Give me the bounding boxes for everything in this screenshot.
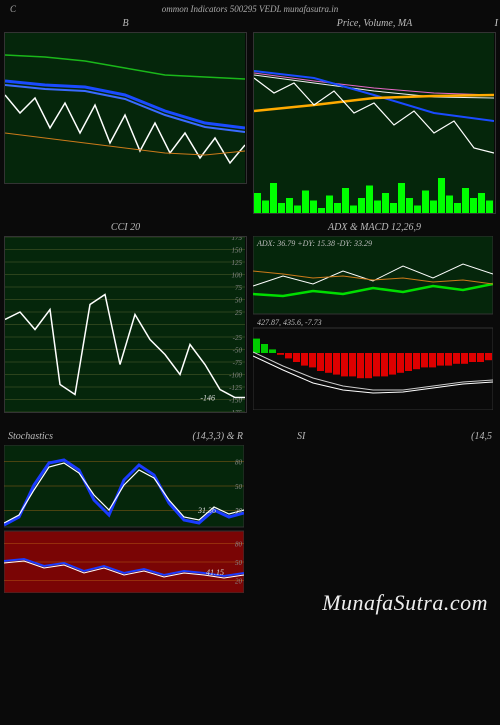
panel-price — [253, 32, 496, 214]
panel-price-title: Price, Volume, MA — [253, 18, 496, 30]
panel-stoch: 20508031.362020508041.15 — [4, 445, 247, 593]
panel-b — [4, 32, 247, 184]
panel-cci-wrap: CCI 20 -175-150-125-100-75-50-2525507510… — [4, 222, 247, 413]
svg-text:80: 80 — [235, 458, 243, 466]
chart-b-svg — [5, 33, 245, 183]
svg-text:20: 20 — [235, 507, 243, 515]
chart-stoch-svg: 20508031.362020508041.15 — [4, 445, 244, 593]
svg-text:-75: -75 — [233, 359, 243, 367]
svg-text:427.87, 435.6, -7.73: 427.87, 435.6, -7.73 — [257, 318, 322, 327]
svg-text:-25: -25 — [233, 334, 243, 342]
page-header: C ommon Indicators 500295 VEDL munafasut… — [0, 0, 500, 18]
stoch-title-right: (14,3,3) & R — [192, 431, 243, 443]
watermark: MunafaSutra.com — [322, 590, 488, 616]
svg-text:150: 150 — [232, 247, 243, 255]
panel-adx: ADX: 36.79 +DY: 15.38 -DY: 33.29 427.87, … — [253, 236, 496, 410]
panel-stoch-title: Stochastics (14,3,3) & R — [4, 431, 247, 443]
panel-b-title: B — [4, 18, 247, 30]
panel-cci: -175-150-125-100-75-50-25255075100125150… — [4, 236, 247, 413]
si-title-end: (14,5 — [471, 431, 492, 443]
svg-text:-50: -50 — [233, 347, 243, 355]
svg-text:ADX: 36.79 +DY: 15.38 -DY: 33: ADX: 36.79 +DY: 15.38 -DY: 33.29 — [256, 239, 372, 248]
row-1: B Price, Volume, MA I — [0, 18, 500, 214]
panel-si-wrap: SI (14,5 — [253, 431, 496, 593]
panel-b-wrap: B — [4, 18, 247, 214]
svg-text:-100: -100 — [229, 372, 242, 380]
chart-price-svg — [254, 33, 494, 213]
svg-text:125: 125 — [232, 259, 243, 267]
panel-stoch-wrap: Stochastics (14,3,3) & R 20508031.362020… — [4, 431, 247, 593]
svg-text:50: 50 — [235, 483, 243, 491]
svg-text:20: 20 — [235, 578, 243, 586]
panel-cci-title: CCI 20 — [4, 222, 247, 234]
svg-text:175: 175 — [232, 237, 243, 242]
svg-text:-125: -125 — [229, 384, 242, 392]
svg-text:31.36: 31.36 — [197, 506, 216, 515]
panel-price-right: I — [495, 18, 498, 29]
stoch-title-left: Stochastics — [8, 431, 53, 443]
svg-text:50: 50 — [235, 559, 243, 567]
svg-text:25: 25 — [235, 309, 243, 317]
chart-adx-svg: ADX: 36.79 +DY: 15.38 -DY: 33.29 427.87, … — [253, 236, 493, 410]
row-3: Stochastics (14,3,3) & R 20508031.362020… — [0, 431, 500, 593]
panel-adx-wrap: ADX & MACD 12,26,9 ADX: 36.79 +DY: 15.38… — [253, 222, 496, 413]
panel-price-wrap: Price, Volume, MA I — [253, 18, 496, 214]
svg-text:100: 100 — [232, 272, 243, 280]
svg-text:50: 50 — [235, 297, 243, 305]
header-c: C — [10, 4, 16, 14]
si-title: SI — [297, 431, 305, 443]
svg-text:80: 80 — [235, 540, 243, 548]
panel-adx-title: ADX & MACD 12,26,9 — [253, 222, 496, 234]
header-title: ommon Indicators 500295 VEDL munafasutra… — [162, 4, 339, 14]
chart-cci-svg: -175-150-125-100-75-50-25255075100125150… — [5, 237, 245, 412]
svg-text:-175: -175 — [229, 409, 242, 412]
panel-si-title: SI (14,5 — [253, 431, 496, 443]
svg-text:75: 75 — [235, 284, 243, 292]
row-2: CCI 20 -175-150-125-100-75-50-2525507510… — [0, 222, 500, 413]
svg-text:-146: -146 — [200, 394, 215, 403]
svg-text:41.15: 41.15 — [206, 568, 224, 577]
